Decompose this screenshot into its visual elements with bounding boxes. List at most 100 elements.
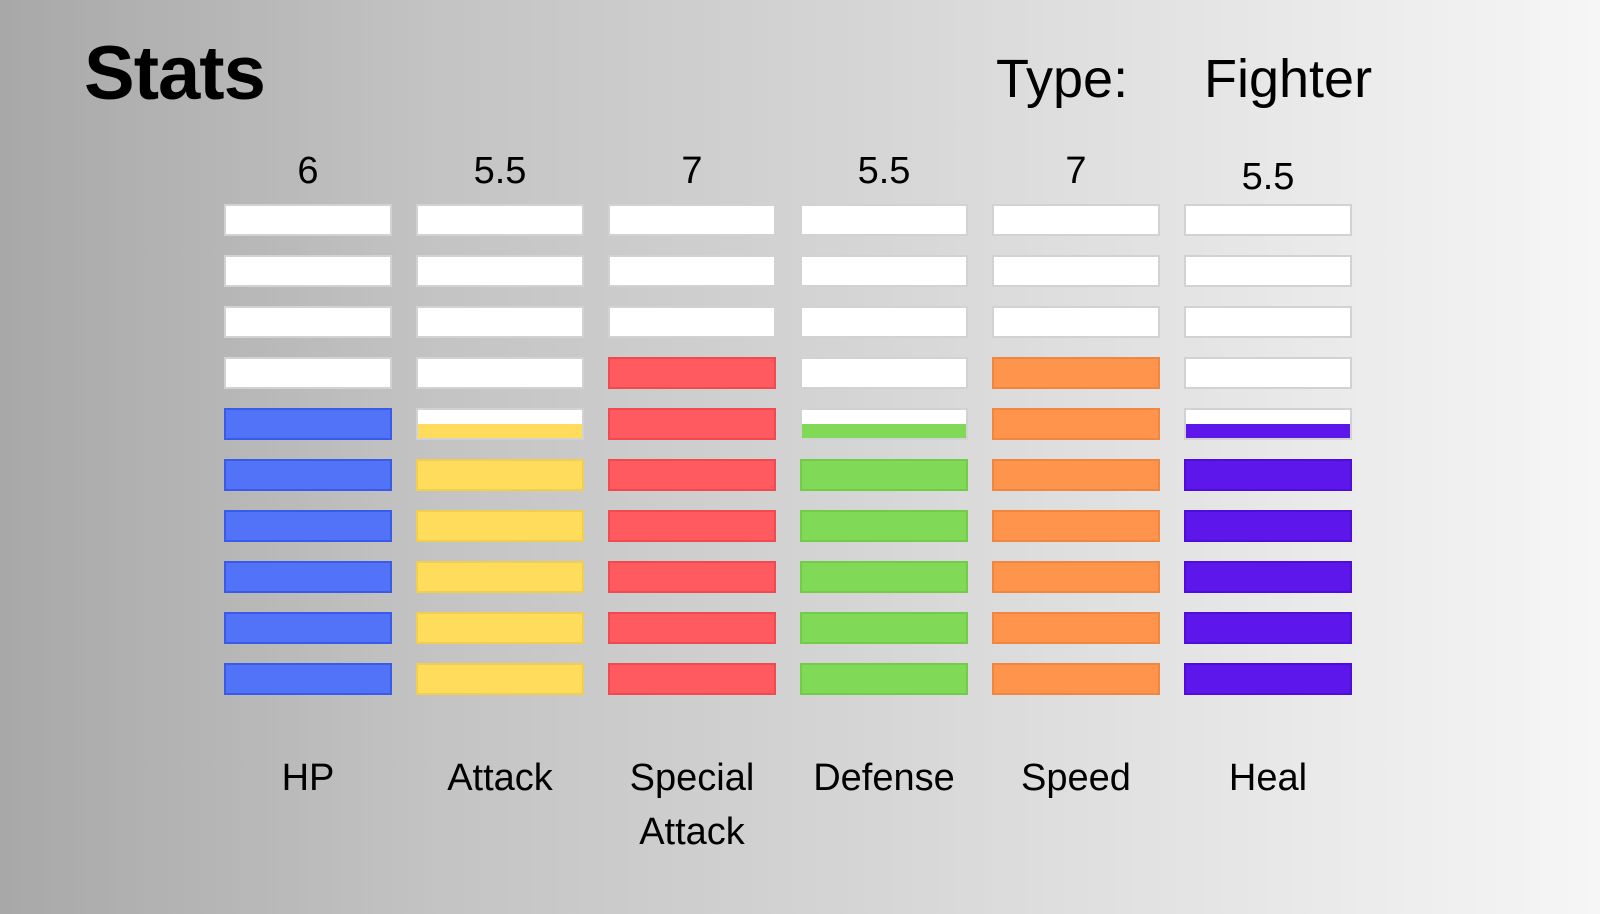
stat-bar-fill [418,461,582,489]
stat-bar-fill [226,410,390,438]
stat-bar-segment [416,459,584,491]
stat-bar-segment [608,204,776,236]
stat-bar-fill [1186,563,1350,591]
stat-bar-fill [226,665,390,693]
stat-value-attack: 5.5 [473,150,527,192]
stat-bar-fill [418,665,582,693]
stat-bar-segment [224,204,392,236]
stat-bar-segment [416,357,584,389]
stat-bar-segment [416,306,584,338]
stat-bar-segment [224,663,392,695]
stat-bar-segment [992,255,1160,287]
stat-bar-fill [994,359,1158,387]
stat-bar-segment [800,306,968,338]
stat-bar-segment [992,357,1160,389]
stat-bar-segment [224,306,392,338]
stat-bar-fill [418,512,582,540]
stat-bar-segment [608,663,776,695]
stat-bar-segment [224,510,392,542]
stat-value-heal: 5.5 [1241,156,1295,198]
stat-bar-segment [800,357,968,389]
stat-bar-fill [610,461,774,489]
stat-bar-segment [992,204,1160,236]
stat-bar-segment [1184,306,1352,338]
stat-bar-fill [802,614,966,642]
stat-value-hp: 6 [297,150,319,192]
stat-bar-segment [224,357,392,389]
stat-bar-fill [994,512,1158,540]
stat-bar-fill [1186,461,1350,489]
stat-column-special-attack: 7 Special Attack [608,0,776,914]
stat-bar-segment [224,561,392,593]
stat-bar-segment [992,612,1160,644]
stat-bar-fill [802,424,966,438]
stat-bar-segment [992,663,1160,695]
stat-bar-segment [992,306,1160,338]
stat-bar-segment [800,408,968,440]
stat-label-attack: Attack [447,757,553,799]
stat-bar-fill [994,410,1158,438]
page-title: Stats [84,31,266,116]
stat-bar-fill [994,461,1158,489]
stat-bar-segment [800,612,968,644]
stat-bar-fill [226,614,390,642]
stat-bar-segment [1184,561,1352,593]
type-label: Type: [996,49,1129,109]
stat-column-attack: 5.5 Attack [416,0,584,914]
stat-bar-segment [1184,408,1352,440]
stat-bar-segment [416,255,584,287]
stat-bar-segment [1184,459,1352,491]
stat-bar-fill [226,461,390,489]
stat-bar-segment [1184,204,1352,236]
stat-bar-fill [1186,614,1350,642]
stat-bar-segment [1184,510,1352,542]
stat-column-heal: 5.5 Heal [1184,0,1352,914]
stat-bar-fill [610,665,774,693]
stat-bar-segment [416,204,584,236]
stat-label-defense: Defense [813,757,955,799]
stat-bar-segment [416,561,584,593]
stat-bar-segment [416,612,584,644]
stat-bar-fill [418,424,582,438]
stat-bar-segment [800,255,968,287]
stat-bar-fill [994,614,1158,642]
stat-bar-fill [418,614,582,642]
stat-bar-segment [800,510,968,542]
stat-bar-segment [1184,612,1352,644]
stat-bar-segment [416,663,584,695]
stat-bar-segment [800,204,968,236]
stat-bar-segment [224,408,392,440]
stat-bar-segment [992,561,1160,593]
stat-bar-segment [608,357,776,389]
stat-bar-fill [802,512,966,540]
stat-value-defense: 5.5 [857,150,911,192]
stat-bar-segment [608,612,776,644]
stat-bar-segment [416,510,584,542]
stat-bar-fill [1186,424,1350,438]
stat-bar-segment [608,306,776,338]
stat-bar-segment [800,459,968,491]
stat-bar-segment [800,561,968,593]
stat-bar-fill [610,563,774,591]
stat-bar-segment [1184,357,1352,389]
stat-bar-segment [992,408,1160,440]
stat-bar-segment [608,459,776,491]
stat-bar-segment [992,459,1160,491]
stat-bar-segment [224,255,392,287]
stat-bar-segment [224,459,392,491]
stat-bar-fill [802,665,966,693]
stat-bar-fill [610,410,774,438]
stat-bar-fill [802,461,966,489]
stat-bar-fill [994,563,1158,591]
stat-value-speed: 7 [1065,150,1087,192]
stat-bar-segment [608,510,776,542]
stat-bar-segment [992,510,1160,542]
stat-column-hp: 6 HP [224,0,392,914]
stat-bar-segment [608,408,776,440]
type-value: Fighter [1204,49,1373,109]
stat-bar-fill [226,563,390,591]
stat-bar-fill [802,563,966,591]
stat-bar-fill [610,512,774,540]
stat-bar-segment [416,408,584,440]
stat-label-special-attack: Special Attack [629,757,755,853]
